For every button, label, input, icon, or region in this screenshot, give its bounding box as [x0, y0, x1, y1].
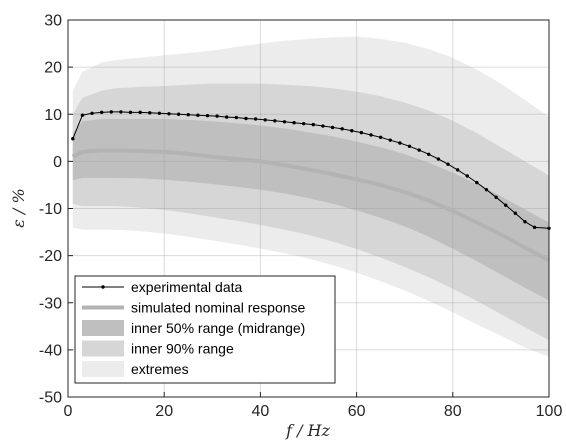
- y-tick-label: 0: [53, 154, 62, 171]
- legend-swatch-inner-90-range: [82, 340, 124, 357]
- y-tick-label: -10: [39, 201, 62, 218]
- legend-label-experimental-data: experimental data: [131, 279, 243, 295]
- experimental-point: [378, 135, 383, 140]
- experimental-point: [465, 174, 469, 178]
- experimental-point: [532, 225, 537, 230]
- x-tick-label: 80: [444, 403, 462, 420]
- experimental-point: [128, 110, 133, 115]
- y-tick-label: -20: [39, 248, 62, 265]
- experimental-point: [225, 115, 229, 119]
- experimental-point: [455, 168, 460, 172]
- experimental-point: [427, 152, 431, 157]
- experimental-point: [167, 112, 171, 116]
- lines-layer: [71, 110, 551, 263]
- experimental-point: [205, 113, 210, 118]
- experimental-point: [273, 119, 277, 123]
- experimental-point: [504, 203, 508, 207]
- experimental-point: [90, 111, 94, 116]
- experimental-point: [282, 120, 287, 124]
- series-nominal-line: [71, 148, 550, 263]
- experimental-point: [71, 137, 75, 141]
- experimental-point: [340, 127, 344, 131]
- legend-label-inner-90-range: inner 90% range: [131, 341, 234, 357]
- experimental-point: [398, 141, 402, 145]
- experimental-point: [311, 122, 316, 127]
- bands-layer: [72, 36, 550, 357]
- experimental-point: [99, 110, 104, 115]
- experimental-point: [388, 138, 392, 142]
- band-inner-50-range-midrange-: [72, 119, 550, 301]
- experimental-point: [484, 187, 489, 192]
- experimental-point: [244, 116, 248, 121]
- y-tick-label: 30: [44, 13, 62, 30]
- experimental-point: [157, 111, 162, 116]
- legend-swatch-inner-50-range-midrange-: [82, 320, 124, 336]
- experimental-point: [407, 144, 412, 148]
- experimental-point: [186, 113, 190, 117]
- experimental-point: [350, 129, 354, 133]
- experimental-point: [321, 124, 325, 128]
- x-tick-label: 100: [536, 403, 563, 420]
- legend-label-simulated-nominal-response: simulated nominal response: [131, 300, 306, 316]
- experimental-point: [513, 211, 518, 215]
- legend-swatch-extremes: [82, 361, 124, 377]
- y-tick-label: -40: [39, 342, 62, 359]
- experimental-point: [119, 110, 123, 114]
- y-tick-label: 10: [44, 107, 62, 124]
- experimental-point: [446, 162, 450, 166]
- experimental-point: [196, 113, 200, 117]
- legend: experimental data simulated nominal respo…: [74, 275, 336, 384]
- y-axis-label: ε / %: [9, 188, 28, 227]
- y-tick-label: -30: [39, 295, 62, 312]
- experimental-point: [138, 110, 142, 115]
- experimental-point: [523, 219, 527, 224]
- experimental-point: [215, 114, 219, 118]
- x-tick-label: 40: [252, 403, 270, 420]
- experimental-point: [436, 157, 441, 161]
- legend-marker-experimental-data: [101, 285, 105, 289]
- experimental-point: [494, 195, 498, 199]
- experimental-point: [263, 118, 267, 122]
- experimental-point: [176, 112, 181, 116]
- experimental-point: [359, 130, 364, 135]
- experimental-point: [253, 117, 258, 121]
- experimental-point: [330, 125, 335, 130]
- x-tick-label: 0: [64, 403, 73, 420]
- experimental-point: [109, 110, 113, 114]
- x-tick-label: 60: [348, 403, 366, 420]
- experimental-point: [80, 113, 85, 117]
- x-axis-label: f / Hz: [285, 421, 330, 440]
- legend-items: experimental data simulated nominal respo…: [82, 279, 306, 377]
- experimental-point: [148, 111, 152, 115]
- y-tick-label: 20: [44, 60, 62, 77]
- legend-label-extremes: extremes: [131, 361, 189, 377]
- experimental-point: [369, 133, 373, 137]
- legend-label-inner-50-range-midrange-: inner 50% range (midrange): [131, 320, 305, 336]
- experimental-point: [475, 180, 479, 185]
- experimental-point: [301, 121, 306, 126]
- experimental-point: [417, 148, 421, 152]
- x-tick-label: 20: [155, 403, 173, 420]
- experimental-point: [292, 121, 296, 125]
- experimental-point: [234, 115, 239, 120]
- y-tick-label: -50: [39, 390, 62, 407]
